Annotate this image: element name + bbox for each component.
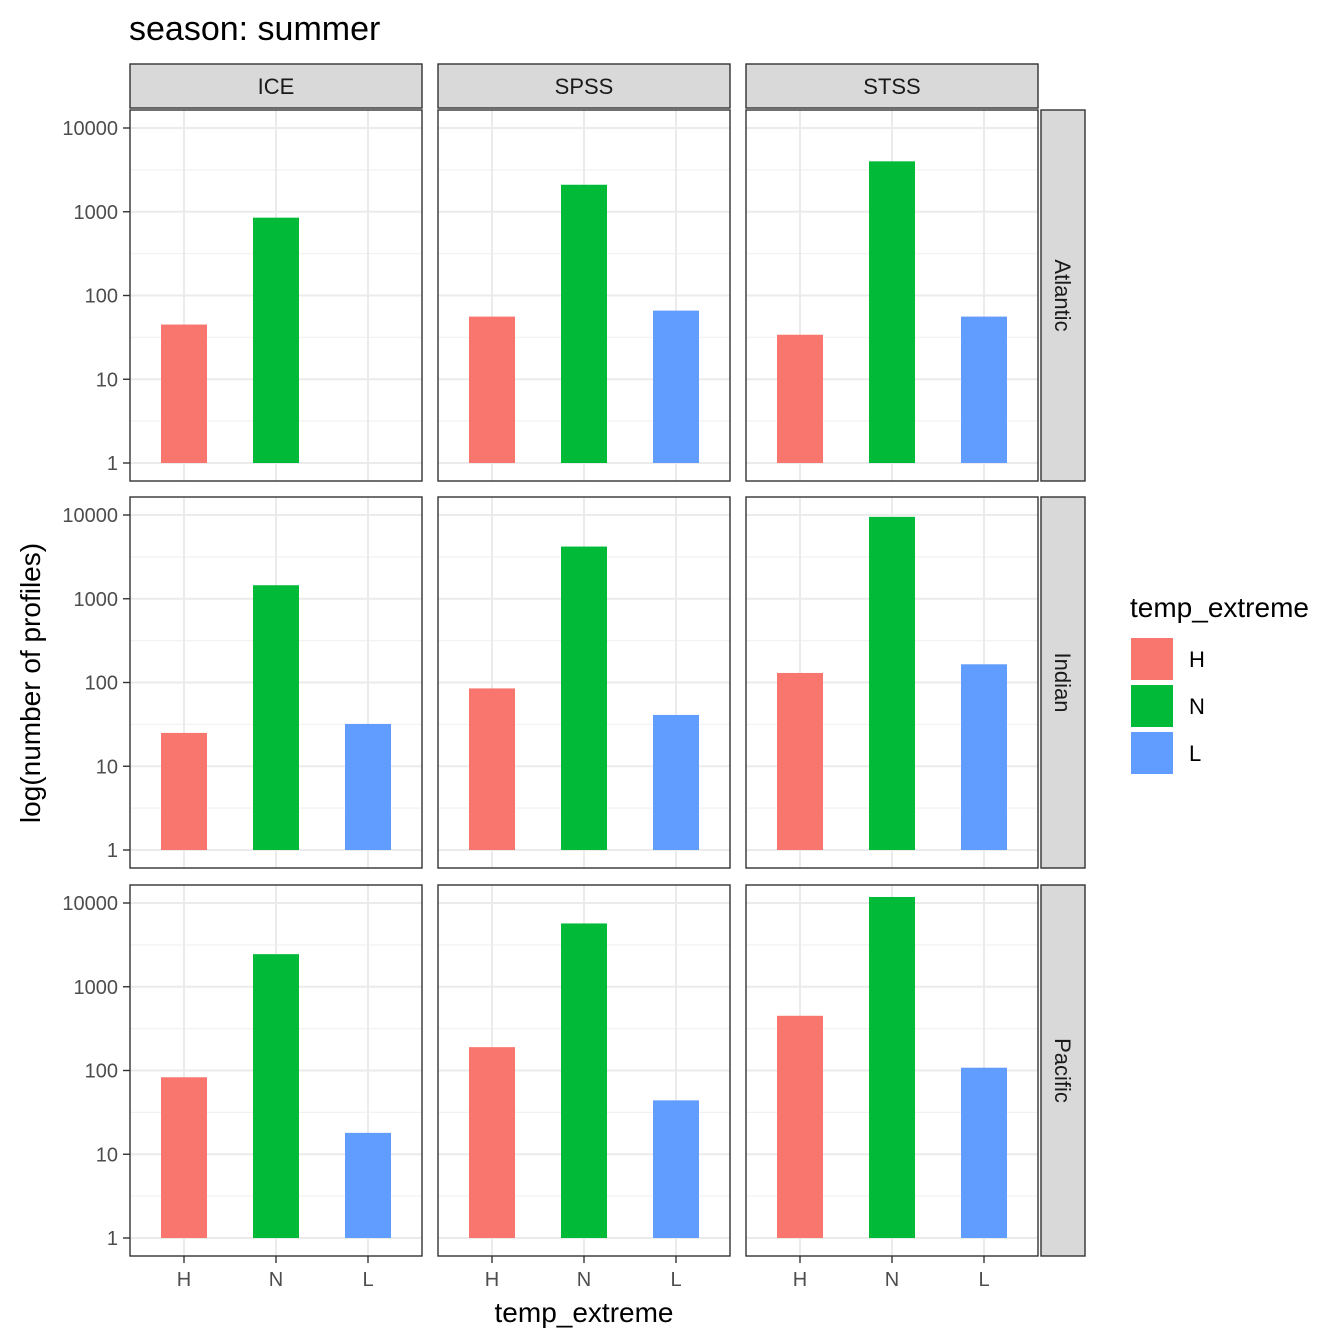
bar-n [869, 516, 915, 850]
x-tick-label: N [885, 1269, 899, 1291]
y-tick-label: 100 [85, 673, 118, 695]
bar-n [561, 546, 607, 850]
y-tick-label: 10 [96, 369, 118, 391]
strip-stss [745, 63, 1039, 109]
bar-h [161, 1077, 207, 1238]
bar-h [777, 334, 823, 463]
legend-label: N [1189, 694, 1205, 719]
y-tick-label: 1000 [74, 977, 119, 999]
bar-h [469, 688, 515, 850]
x-tick-label: N [577, 1269, 591, 1291]
strip-label: ICE [258, 74, 295, 99]
x-tick-label: L [978, 1269, 989, 1291]
chart-title: season: summer [129, 10, 380, 48]
bar-n [253, 217, 299, 463]
bar-n [253, 954, 299, 1238]
y-tick-label: 10 [96, 756, 118, 778]
bar-l [961, 316, 1007, 463]
panel-indian-spss [437, 496, 731, 869]
facet-panels [129, 109, 1039, 1257]
bar-l [653, 714, 699, 850]
panel-pacific-ice [129, 884, 423, 1257]
strip-label: Pacific [1050, 1038, 1075, 1103]
bar-h [469, 1047, 515, 1238]
bar-l [345, 723, 391, 850]
strip-label: Indian [1050, 653, 1075, 713]
x-tick-label: L [670, 1269, 681, 1291]
bar-l [345, 1132, 391, 1238]
bar-n [869, 896, 915, 1238]
panel-atlantic-ice [129, 109, 423, 482]
strip-label: STSS [863, 74, 920, 99]
y-tick-label: 1000 [74, 589, 119, 611]
y-tick-label: 100 [85, 286, 118, 308]
panel-border [437, 496, 731, 869]
panel-border [437, 109, 731, 482]
bar-h [469, 316, 515, 463]
bar-h [777, 672, 823, 850]
y-tick-label: 1 [107, 453, 118, 475]
bar-n [561, 923, 607, 1238]
y-axes: 1 10 100 1000 10000 1 10 100 1000 10000 1 10 100 1000… [62, 118, 130, 1250]
strip-atlantic [1040, 109, 1086, 482]
y-tick-label: 1 [107, 1228, 118, 1250]
panel-border [745, 496, 1039, 869]
legend: temp_extreme HNL [1130, 592, 1309, 774]
y-tick-label: 10000 [62, 893, 118, 915]
y-tick-label: 10 [96, 1144, 118, 1166]
y-tick-label: 1 [107, 840, 118, 862]
y-tick-label: 100 [85, 1061, 118, 1083]
bar-n [253, 585, 299, 850]
strip-label: Atlantic [1050, 259, 1075, 331]
legend-key-l [1131, 732, 1173, 774]
legend-label: H [1189, 647, 1205, 672]
strip-pacific [1040, 884, 1086, 1257]
y-axis-title: log(number of profiles) [15, 543, 46, 823]
bar-h [161, 324, 207, 463]
facet-strips: ICE SPSS STSS Atlantic Indian Pacific [129, 63, 1086, 1257]
legend-key-n [1131, 685, 1173, 727]
x-tick-label: N [269, 1269, 283, 1291]
bar-n [561, 184, 607, 463]
x-tick-label: H [177, 1269, 191, 1291]
bar-l [961, 664, 1007, 850]
y-tick-label: 10000 [62, 118, 118, 140]
panel-indian-stss [745, 496, 1039, 869]
x-tick-label: H [485, 1269, 499, 1291]
panel-border [745, 109, 1039, 482]
strip-ice [129, 63, 423, 109]
strip-label: SPSS [555, 74, 614, 99]
panel-pacific-stss [745, 884, 1039, 1257]
panel-atlantic-stss [745, 109, 1039, 482]
bar-l [653, 1100, 699, 1238]
x-tick-label: H [793, 1269, 807, 1291]
legend-title: temp_extreme [1130, 592, 1309, 623]
y-tick-label: 1000 [74, 202, 119, 224]
legend-key-h [1131, 638, 1173, 680]
panel-atlantic-spss [437, 109, 731, 482]
y-tick-label: 10000 [62, 505, 118, 527]
strip-indian [1040, 496, 1086, 869]
legend-label: L [1189, 741, 1201, 766]
strip-spss [437, 63, 731, 109]
bar-h [161, 732, 207, 850]
bar-l [653, 310, 699, 463]
bar-n [869, 161, 915, 464]
x-tick-label: L [362, 1269, 373, 1291]
panel-pacific-spss [437, 884, 731, 1257]
x-axis-title: temp_extreme [495, 1297, 674, 1328]
bar-h [777, 1015, 823, 1238]
panel-indian-ice [129, 496, 423, 869]
bar-l [961, 1067, 1007, 1238]
